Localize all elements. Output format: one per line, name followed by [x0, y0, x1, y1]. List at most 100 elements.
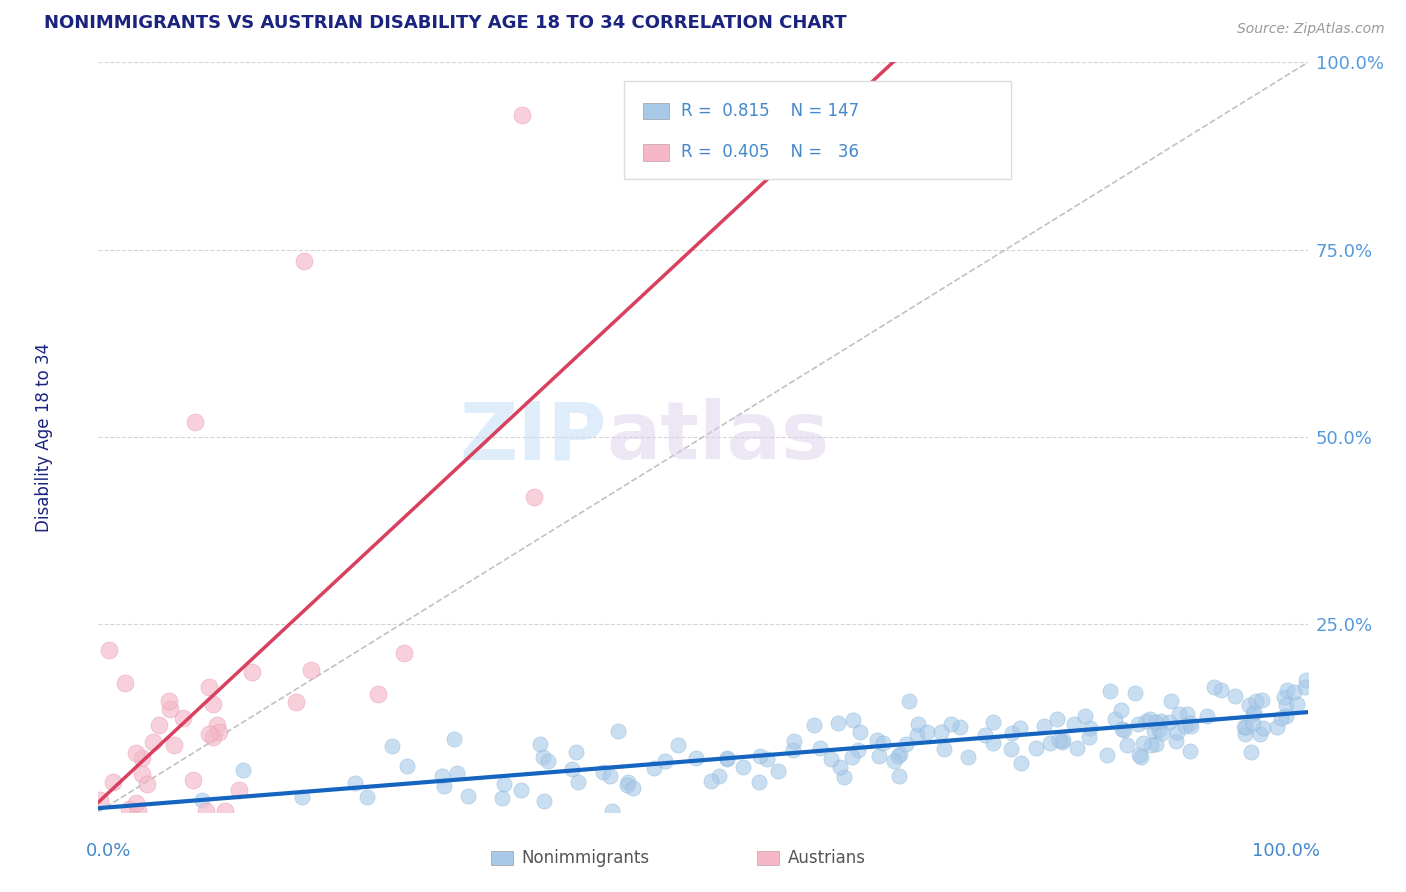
- Point: [1126, 717, 1149, 731]
- Point: [707, 769, 730, 783]
- Bar: [492, 852, 513, 865]
- Point: [191, 792, 214, 806]
- Point: [1114, 723, 1136, 737]
- Point: [939, 717, 962, 731]
- Point: [1249, 727, 1271, 741]
- Point: [643, 761, 665, 775]
- Text: Source: ZipAtlas.com: Source: ZipAtlas.com: [1237, 22, 1385, 37]
- Point: [897, 694, 920, 708]
- Point: [1251, 693, 1274, 707]
- Point: [284, 696, 307, 710]
- Point: [1144, 737, 1167, 751]
- Point: [356, 790, 378, 805]
- Point: [1078, 721, 1101, 735]
- Point: [1147, 723, 1170, 737]
- Point: [1275, 683, 1298, 698]
- Point: [1209, 682, 1232, 697]
- Point: [1046, 712, 1069, 726]
- Point: [866, 733, 889, 747]
- Point: [685, 751, 707, 765]
- Text: atlas: atlas: [606, 398, 830, 476]
- Point: [830, 760, 852, 774]
- Point: [201, 731, 224, 745]
- Point: [607, 724, 630, 739]
- Point: [716, 751, 738, 765]
- Point: [868, 749, 890, 764]
- Point: [491, 791, 513, 805]
- Point: [1274, 690, 1296, 705]
- Point: [118, 802, 141, 816]
- Point: [949, 720, 972, 734]
- Point: [1270, 711, 1292, 725]
- Text: Nonimmigrants: Nonimmigrants: [522, 849, 650, 867]
- Point: [1275, 708, 1298, 723]
- Point: [600, 804, 623, 818]
- Point: [531, 750, 554, 764]
- Point: [932, 742, 955, 756]
- Point: [561, 762, 583, 776]
- Text: NONIMMIGRANTS VS AUSTRIAN DISABILITY AGE 18 TO 34 CORRELATION CHART: NONIMMIGRANTS VS AUSTRIAN DISABILITY AGE…: [44, 14, 846, 32]
- Point: [565, 745, 588, 759]
- Point: [1143, 714, 1166, 729]
- Text: R =  0.405    N =   36: R = 0.405 N = 36: [682, 144, 859, 161]
- Point: [1033, 719, 1056, 733]
- Point: [567, 775, 589, 789]
- Point: [157, 694, 180, 708]
- Point: [172, 710, 194, 724]
- Point: [1233, 727, 1256, 741]
- Point: [1129, 749, 1152, 764]
- Point: [125, 796, 148, 810]
- Point: [523, 490, 546, 504]
- Point: [367, 687, 389, 701]
- Point: [1001, 725, 1024, 739]
- Point: [1099, 684, 1122, 698]
- Point: [510, 783, 533, 797]
- Point: [832, 770, 855, 784]
- Point: [666, 738, 689, 752]
- Point: [1111, 722, 1133, 736]
- Point: [1197, 709, 1219, 723]
- Point: [1047, 732, 1070, 747]
- Point: [1180, 744, 1202, 758]
- Point: [883, 754, 905, 768]
- Point: [381, 739, 404, 753]
- Point: [127, 804, 149, 818]
- Point: [1104, 712, 1126, 726]
- Point: [1149, 714, 1171, 728]
- Point: [207, 718, 229, 732]
- Point: [537, 754, 560, 768]
- Point: [159, 702, 181, 716]
- Point: [142, 735, 165, 749]
- Point: [1139, 712, 1161, 726]
- Point: [1066, 741, 1088, 756]
- Point: [894, 737, 917, 751]
- Point: [446, 766, 468, 780]
- Point: [136, 777, 159, 791]
- Point: [198, 681, 221, 695]
- Point: [731, 760, 754, 774]
- Point: [700, 774, 723, 789]
- Point: [1140, 738, 1163, 752]
- Point: [654, 754, 676, 768]
- Point: [510, 108, 533, 122]
- Point: [783, 733, 806, 747]
- Point: [1128, 747, 1150, 762]
- Point: [915, 725, 938, 739]
- Point: [433, 779, 456, 793]
- Point: [163, 738, 186, 752]
- Point: [299, 663, 322, 677]
- Point: [1025, 740, 1047, 755]
- Point: [1285, 697, 1308, 711]
- Point: [1237, 698, 1260, 713]
- Text: 0.0%: 0.0%: [86, 842, 132, 860]
- Point: [1174, 719, 1197, 733]
- Point: [198, 727, 221, 741]
- Point: [344, 776, 367, 790]
- Bar: [758, 852, 779, 865]
- Point: [392, 646, 415, 660]
- Point: [443, 732, 465, 747]
- Point: [430, 769, 453, 783]
- Point: [1204, 680, 1226, 694]
- Point: [887, 769, 910, 783]
- Point: [621, 781, 644, 796]
